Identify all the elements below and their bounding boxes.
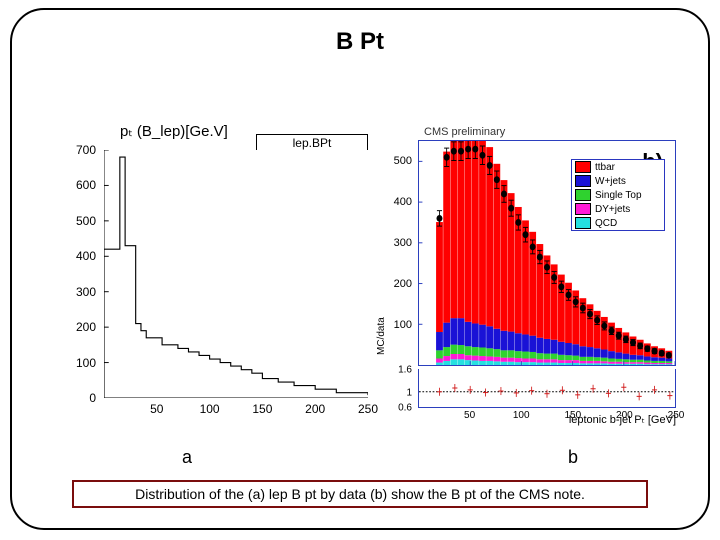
chart-b-panel: CMS preliminary 100200300400500 b) ttbar… <box>372 120 682 438</box>
chart-b-xlabel: leptonic b-jet Pₜ [GeV] <box>569 413 676 426</box>
chart-a-yticks: 1002003004005006007000 <box>62 150 100 398</box>
legend-item: QCD <box>572 216 664 230</box>
caption: Distribution of the (a) lep B pt by data… <box>72 480 648 508</box>
chart-b-legend: ttbarW+jetsSingle TopDY+jetsQCD <box>571 159 665 231</box>
legend-item: W+jets <box>572 174 664 188</box>
label-a: a <box>182 447 192 468</box>
charts-row: pₜ (B_lep)[Ge.V] lep.BPt Entries4620 Mea… <box>62 120 682 438</box>
chart-a-panel: pₜ (B_lep)[Ge.V] lep.BPt Entries4620 Mea… <box>62 120 372 438</box>
chart-b-plot: b) ttbarW+jetsSingle TopDY+jetsQCD <box>418 140 676 366</box>
ratio-panel <box>418 369 676 408</box>
chart-a-plot <box>104 150 368 398</box>
slide-frame: B Pt pₜ (B_lep)[Ge.V] lep.BPt Entries462… <box>10 8 710 530</box>
ratio-yticks: 0.611.6 <box>378 370 414 408</box>
legend-item: Single Top <box>572 188 664 202</box>
label-b: b <box>568 447 578 468</box>
legend-item: ttbar <box>572 160 664 174</box>
legend-item: DY+jets <box>572 202 664 216</box>
page-title: B Pt <box>12 28 708 56</box>
chart-a-ylabel: pₜ (B_lep)[Ge.V] <box>120 122 228 140</box>
cms-label: CMS preliminary <box>424 126 505 138</box>
chart-a-xticks: 50100150200250 <box>104 402 368 418</box>
ratio-ylabel: MC/data <box>376 317 387 355</box>
